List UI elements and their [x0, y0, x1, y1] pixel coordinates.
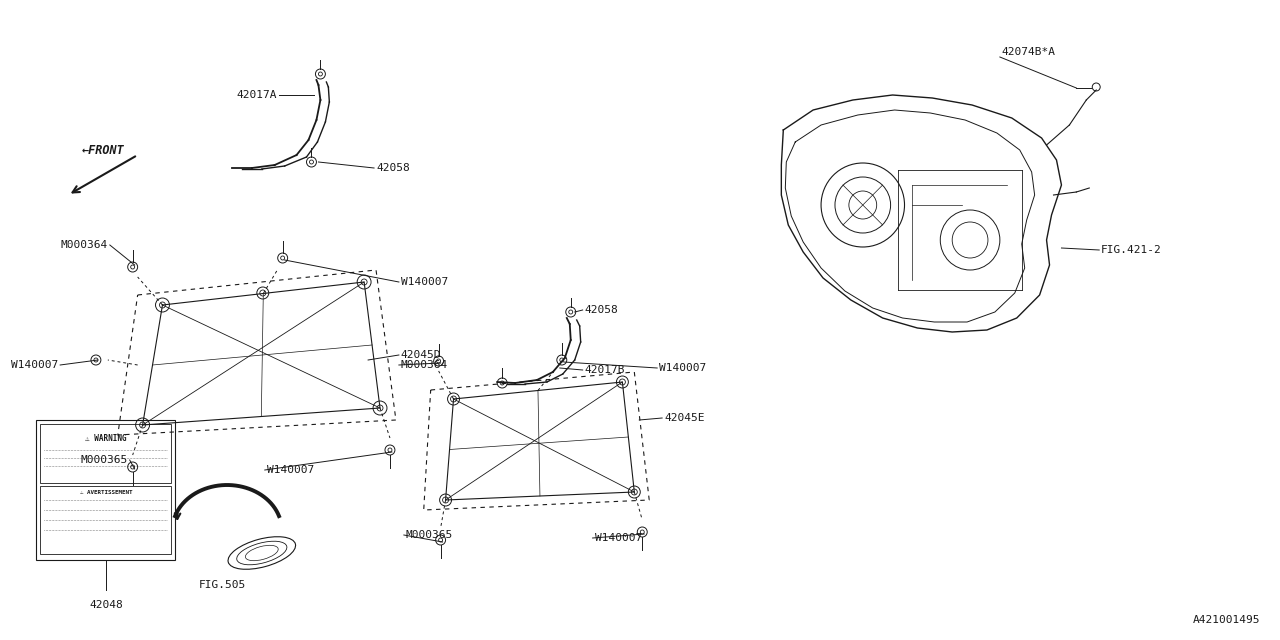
Text: W140007: W140007: [659, 363, 707, 373]
Text: 42045E: 42045E: [664, 413, 704, 423]
Text: FIG.505: FIG.505: [198, 580, 246, 590]
Bar: [36, 420, 175, 560]
Text: W140007: W140007: [266, 465, 314, 475]
Text: FIG.421-2: FIG.421-2: [1101, 245, 1162, 255]
Text: 42017B: 42017B: [585, 365, 625, 375]
Text: 42058: 42058: [585, 305, 618, 315]
Text: 42017A: 42017A: [237, 90, 276, 100]
Text: 42058: 42058: [376, 163, 410, 173]
Text: 42045D: 42045D: [401, 350, 442, 360]
Text: ⚠ WARNING: ⚠ WARNING: [84, 433, 127, 442]
Text: M000365: M000365: [406, 530, 453, 540]
Text: ⚠ AVERTISSEMENT: ⚠ AVERTISSEMENT: [79, 490, 132, 495]
Bar: [40, 424, 172, 483]
Text: W140007: W140007: [401, 277, 448, 287]
Text: W140007: W140007: [595, 533, 641, 543]
Text: W140007: W140007: [12, 360, 58, 370]
Text: A421001495: A421001495: [1193, 615, 1260, 625]
Text: M000364: M000364: [401, 360, 448, 370]
Text: M000364: M000364: [60, 240, 108, 250]
Text: 42074B*A: 42074B*A: [1002, 47, 1056, 57]
Text: 42048: 42048: [90, 600, 123, 610]
Text: ←FRONT: ←FRONT: [82, 143, 124, 157]
Text: M000365: M000365: [81, 455, 128, 465]
Bar: [40, 486, 172, 554]
